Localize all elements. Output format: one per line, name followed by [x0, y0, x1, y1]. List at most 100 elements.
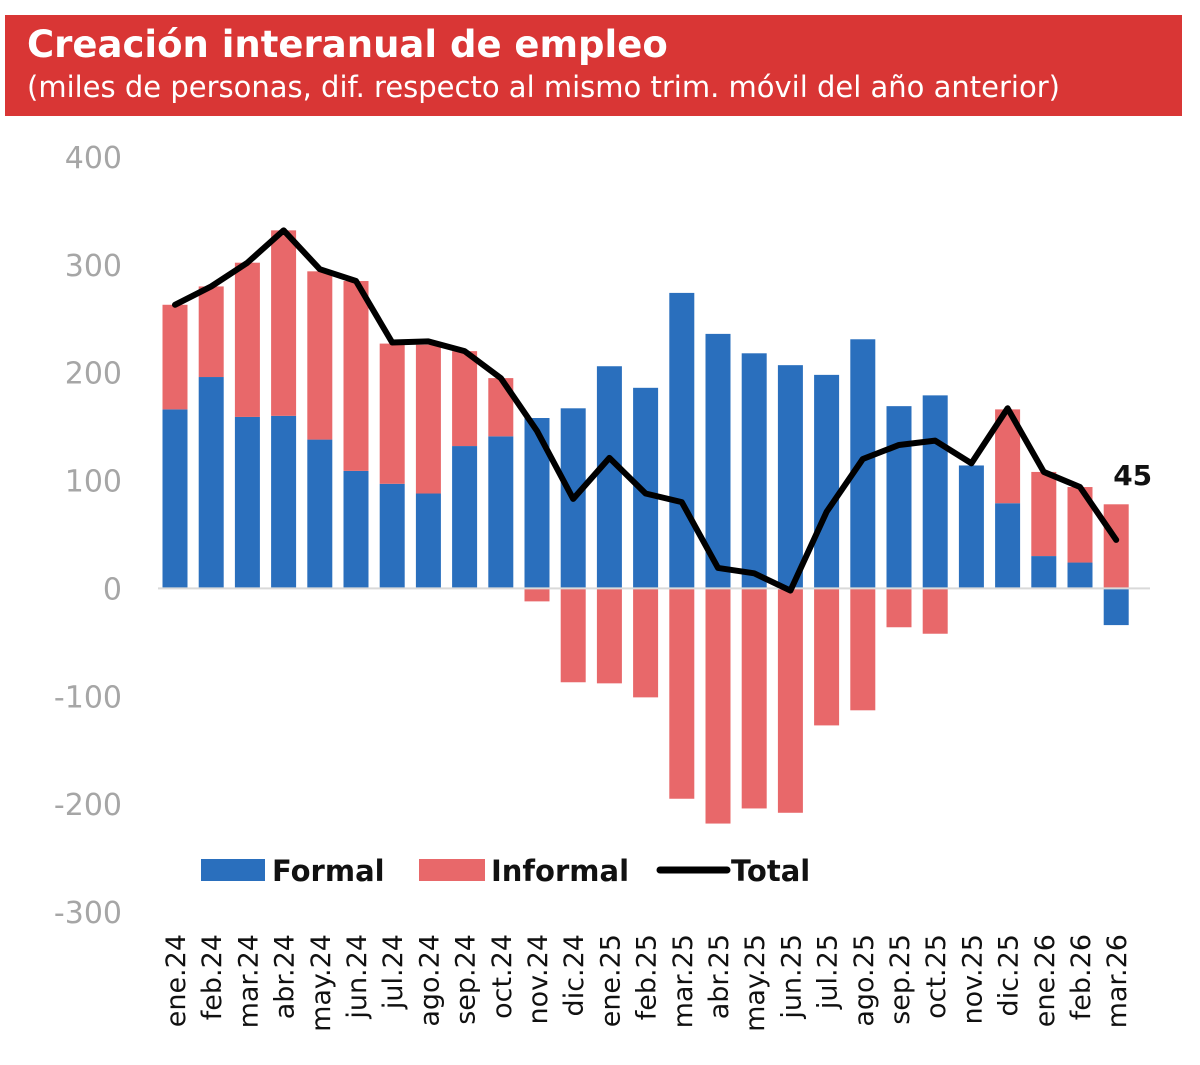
total-point-mar.24 [246, 262, 248, 264]
bar-formal-ago.24 [415, 493, 441, 589]
bar-informal-abr.24 [271, 230, 297, 416]
y-tick-label: 400 [65, 141, 122, 176]
bar-formal-dic.25 [995, 503, 1021, 589]
x-tick-label: ago.25 [849, 934, 880, 1027]
x-tick-label: ene.25 [595, 934, 626, 1027]
bar-informal-dic.24 [560, 588, 586, 683]
total-point-abr.25 [717, 567, 719, 569]
chart-title: Creación interanual de empleo [27, 23, 668, 66]
x-tick-label: jun.24 [342, 934, 373, 1020]
bar-informal-mar.26 [1103, 504, 1129, 589]
bar-formal-oct.25 [922, 395, 948, 589]
bar-formal-mar.24 [234, 416, 260, 589]
bar-formal-nov.25 [958, 465, 984, 589]
bar-formal-mar.25 [669, 292, 695, 589]
total-point-jul.24 [391, 342, 393, 344]
bar-informal-jul.24 [379, 343, 405, 484]
bar-formal-jun.25 [777, 365, 803, 589]
total-point-ago.24 [427, 340, 429, 342]
bar-informal-ene.26 [1031, 471, 1057, 557]
bar-informal-ene.25 [596, 588, 622, 684]
bar-informal-oct.25 [922, 588, 948, 634]
x-tick-label: nov.24 [523, 934, 554, 1024]
total-point-sep.25 [898, 444, 900, 446]
legend: Formal Informal Total [201, 854, 810, 888]
bar-informal-nov.24 [524, 588, 550, 602]
annotation-label: 45 [1113, 459, 1152, 492]
chart-subtitle: (miles de personas, dif. respecto al mis… [27, 70, 1060, 104]
bar-informal-mar.24 [234, 262, 260, 417]
total-point-jul.25 [826, 511, 828, 513]
bar-informal-sep.24 [452, 351, 478, 447]
x-tick-label: feb.25 [632, 934, 663, 1020]
chart-header: Creación interanual de empleo (miles de … [5, 15, 1182, 116]
bar-informal-jun.25 [777, 588, 803, 813]
bar-informal-mar.25 [669, 588, 695, 799]
x-tick-label: abr.24 [270, 934, 301, 1019]
bar-informal-feb.24 [198, 286, 224, 378]
y-tick-label: -300 [54, 896, 122, 931]
bar-formal-jul.24 [379, 483, 405, 589]
legend-swatch-informal [419, 859, 485, 881]
total-point-may.25 [753, 572, 755, 574]
x-axis-labels: ene.24 feb.24 mar.24 abr.24 may.24 jun.24 jul.… [161, 934, 1133, 1032]
total-point-jun.24 [355, 280, 357, 282]
bar-formal-jul.25 [814, 374, 840, 589]
total-line-series [172, 227, 1120, 594]
legend-swatch-formal [201, 859, 265, 881]
x-tick-label: sep.25 [885, 934, 916, 1025]
bar-informal-may.25 [741, 588, 767, 809]
x-tick-label: mar.24 [233, 934, 264, 1028]
x-tick-label: ene.24 [161, 934, 192, 1027]
total-point-may.24 [319, 268, 321, 270]
formal-bars [162, 292, 1129, 626]
x-tick-label: jul.25 [813, 934, 844, 1010]
x-tick-label: jul.24 [378, 934, 409, 1010]
x-tick-label: abr.25 [704, 934, 735, 1019]
bar-informal-sep.25 [886, 588, 912, 628]
total-point-ago.25 [862, 458, 864, 460]
bar-formal-ene.25 [596, 366, 622, 589]
bar-formal-feb.26 [1067, 562, 1093, 589]
legend-label-total: Total [731, 854, 810, 888]
total-point-oct.25 [934, 440, 936, 442]
total-point-abr.24 [283, 229, 285, 231]
total-point-feb.26 [1079, 486, 1081, 488]
x-tick-label: may.24 [306, 934, 337, 1032]
bar-informal-feb.25 [633, 588, 659, 698]
legend-label-informal: Informal [491, 854, 629, 888]
y-tick-label: 0 [103, 572, 122, 607]
total-point-mar.26 [1115, 539, 1117, 541]
x-tick-label: dic.25 [994, 934, 1025, 1016]
bar-informal-may.24 [307, 271, 333, 440]
bar-formal-abr.24 [271, 415, 297, 589]
bar-formal-feb.24 [198, 377, 224, 589]
total-point-feb.25 [645, 493, 647, 495]
total-point-mar.25 [681, 501, 683, 503]
total-point-ene.26 [1043, 471, 1045, 473]
x-tick-label: mar.25 [668, 934, 699, 1028]
bar-formal-sep.25 [886, 406, 912, 589]
bar-informal-ago.24 [415, 344, 441, 494]
bar-informal-ago.25 [850, 588, 876, 711]
total-point-jun.25 [789, 590, 791, 592]
total-point-ene.24 [174, 304, 176, 306]
bar-informal-abr.25 [705, 588, 731, 824]
x-tick-label: jun.25 [776, 934, 807, 1020]
bar-informal-ene.24 [162, 304, 188, 410]
legend-label-formal: Formal [272, 854, 385, 888]
total-point-ene.25 [608, 457, 610, 459]
bar-formal-ene.24 [162, 409, 188, 589]
bar-informal-jul.25 [814, 588, 840, 726]
bar-formal-jun.24 [343, 470, 369, 589]
x-tick-label: oct.25 [921, 934, 952, 1019]
x-tick-label: oct.24 [487, 934, 518, 1019]
x-tick-label: dic.24 [559, 934, 590, 1016]
bar-formal-sep.24 [452, 446, 478, 589]
x-tick-label: sep.24 [451, 934, 482, 1025]
y-tick-label: 200 [65, 357, 122, 392]
y-tick-label: 300 [65, 249, 122, 284]
y-axis-ticks: 400 300 200 100 0 -100 -200 -300 [54, 141, 122, 931]
total-point-nov.24 [536, 430, 538, 432]
